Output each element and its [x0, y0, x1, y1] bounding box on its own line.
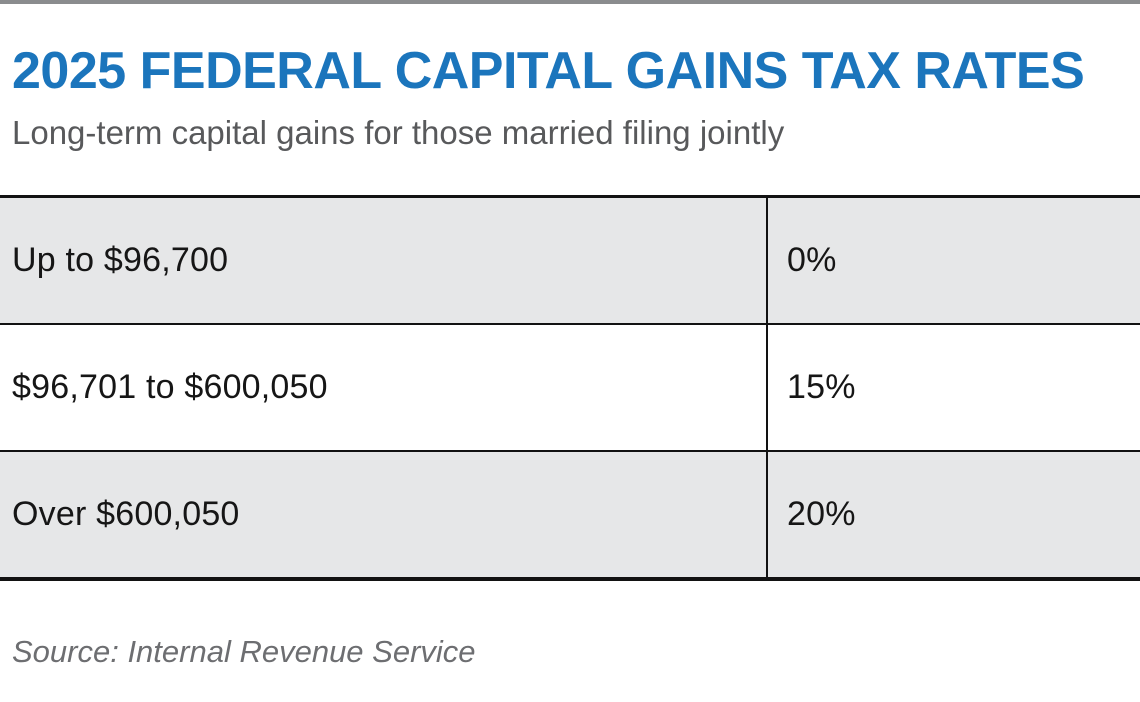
income-bracket-cell: $96,701 to $600,050: [12, 368, 328, 407]
source-note: Source: Internal Revenue Service: [12, 634, 476, 669]
table-row: Over $600,050 20%: [0, 450, 1140, 578]
table-row: $96,701 to $600,050 15%: [0, 323, 1140, 451]
tax-rate-cell: 0%: [766, 198, 1140, 324]
tax-rate-table: Up to $96,700 0% $96,701 to $600,050 15%…: [0, 195, 1140, 582]
tax-rate-cell: 20%: [766, 452, 1140, 578]
top-accent-bar: [0, 0, 1140, 4]
income-bracket-cell: Up to $96,700: [12, 241, 229, 280]
income-bracket-cell: Over $600,050: [12, 495, 240, 534]
tax-rate-cell: 15%: [766, 325, 1140, 451]
table-row: Up to $96,700 0%: [0, 198, 1140, 324]
header: 2025 FEDERAL CAPITAL GAINS TAX RATES Lon…: [0, 42, 1140, 152]
page-subtitle: Long-term capital gains for those marrie…: [12, 114, 785, 152]
page-title: 2025 FEDERAL CAPITAL GAINS TAX RATES: [12, 42, 1085, 100]
